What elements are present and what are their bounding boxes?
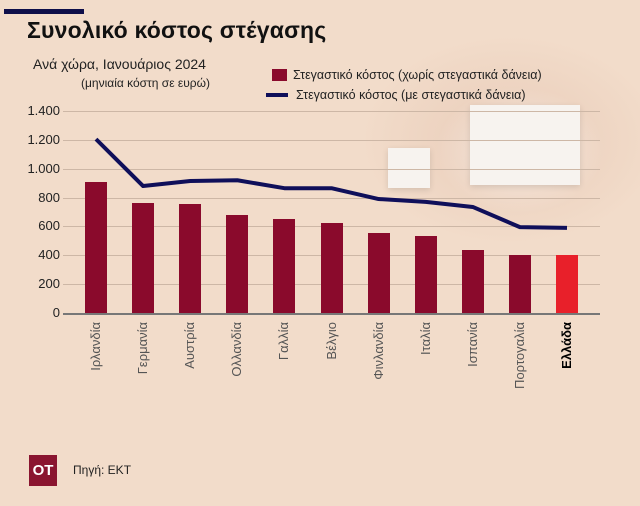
- legend: Στεγαστικό κόστος (χωρίς στεγαστικά δάνε…: [266, 65, 542, 105]
- bar: [85, 181, 107, 313]
- chart-title: Συνολικό κόστος στέγασης: [27, 17, 327, 43]
- y-tick-label: 1.400: [27, 103, 60, 118]
- bar: [273, 219, 296, 313]
- y-tick-label: 800: [38, 189, 60, 205]
- legend-label: Στεγαστικό κόστος (χωρίς στεγαστικά δάνε…: [293, 68, 542, 82]
- gridline: [63, 111, 600, 112]
- x-axis-line: [63, 313, 600, 315]
- x-tick-label: Ιταλία: [417, 322, 433, 355]
- bar: [226, 214, 249, 313]
- x-tick-label: Γαλλία: [276, 322, 292, 361]
- x-tick-label: Γερμανία: [135, 322, 151, 375]
- bar: [556, 255, 578, 313]
- x-tick-label: Αυστρία: [182, 322, 198, 369]
- x-tick-label: Πορτογαλία: [511, 322, 527, 389]
- bar: [461, 249, 484, 313]
- y-tick-label: 200: [38, 276, 60, 292]
- legend-item-bar: Στεγαστικό κόστος (χωρίς στεγαστικά δάνε…: [272, 65, 542, 85]
- legend-swatch-line: [266, 93, 288, 97]
- y-tick-label: 400: [38, 247, 60, 263]
- bar: [367, 233, 390, 313]
- x-tick-label: Ιρλανδία: [88, 322, 103, 371]
- x-tick-label: Βέλγιο: [323, 322, 339, 360]
- house-model-image: [470, 105, 580, 185]
- y-tick-label: 0: [52, 305, 60, 320]
- unit-note: (μηνιαία κόστη σε ευρώ): [81, 76, 210, 90]
- publisher-logo: OT: [29, 455, 57, 486]
- bar: [414, 235, 437, 313]
- y-tick-label: 1.200: [27, 131, 60, 147]
- accent-bar: [4, 9, 84, 14]
- chart-subtitle: Ανά χώρα, Ιανουάριος 2024: [33, 56, 206, 72]
- bar: [179, 204, 202, 313]
- gridline: [63, 168, 600, 170]
- y-tick-label: 1.000: [27, 160, 60, 176]
- legend-label: Στεγαστικό κόστος (με στεγαστικά δάνεια): [296, 88, 526, 102]
- legend-swatch-bar: [272, 69, 287, 81]
- x-tick-label: Ισπανία: [464, 322, 480, 367]
- gridline: [63, 139, 600, 141]
- bar: [132, 203, 155, 313]
- x-tick-label: Ελλάδα: [559, 322, 574, 369]
- bar: [508, 255, 531, 313]
- x-tick-label: Φινλανδία: [370, 322, 386, 380]
- gridline: [63, 197, 600, 199]
- bar: [320, 222, 343, 313]
- y-tick-label: 600: [38, 218, 60, 234]
- x-tick-label: Ολλανδία: [229, 322, 245, 377]
- source-note: Πηγή: ΕΚΤ: [73, 463, 132, 477]
- legend-item-line: Στεγαστικό κόστος (με στεγαστικά δάνεια): [266, 85, 542, 105]
